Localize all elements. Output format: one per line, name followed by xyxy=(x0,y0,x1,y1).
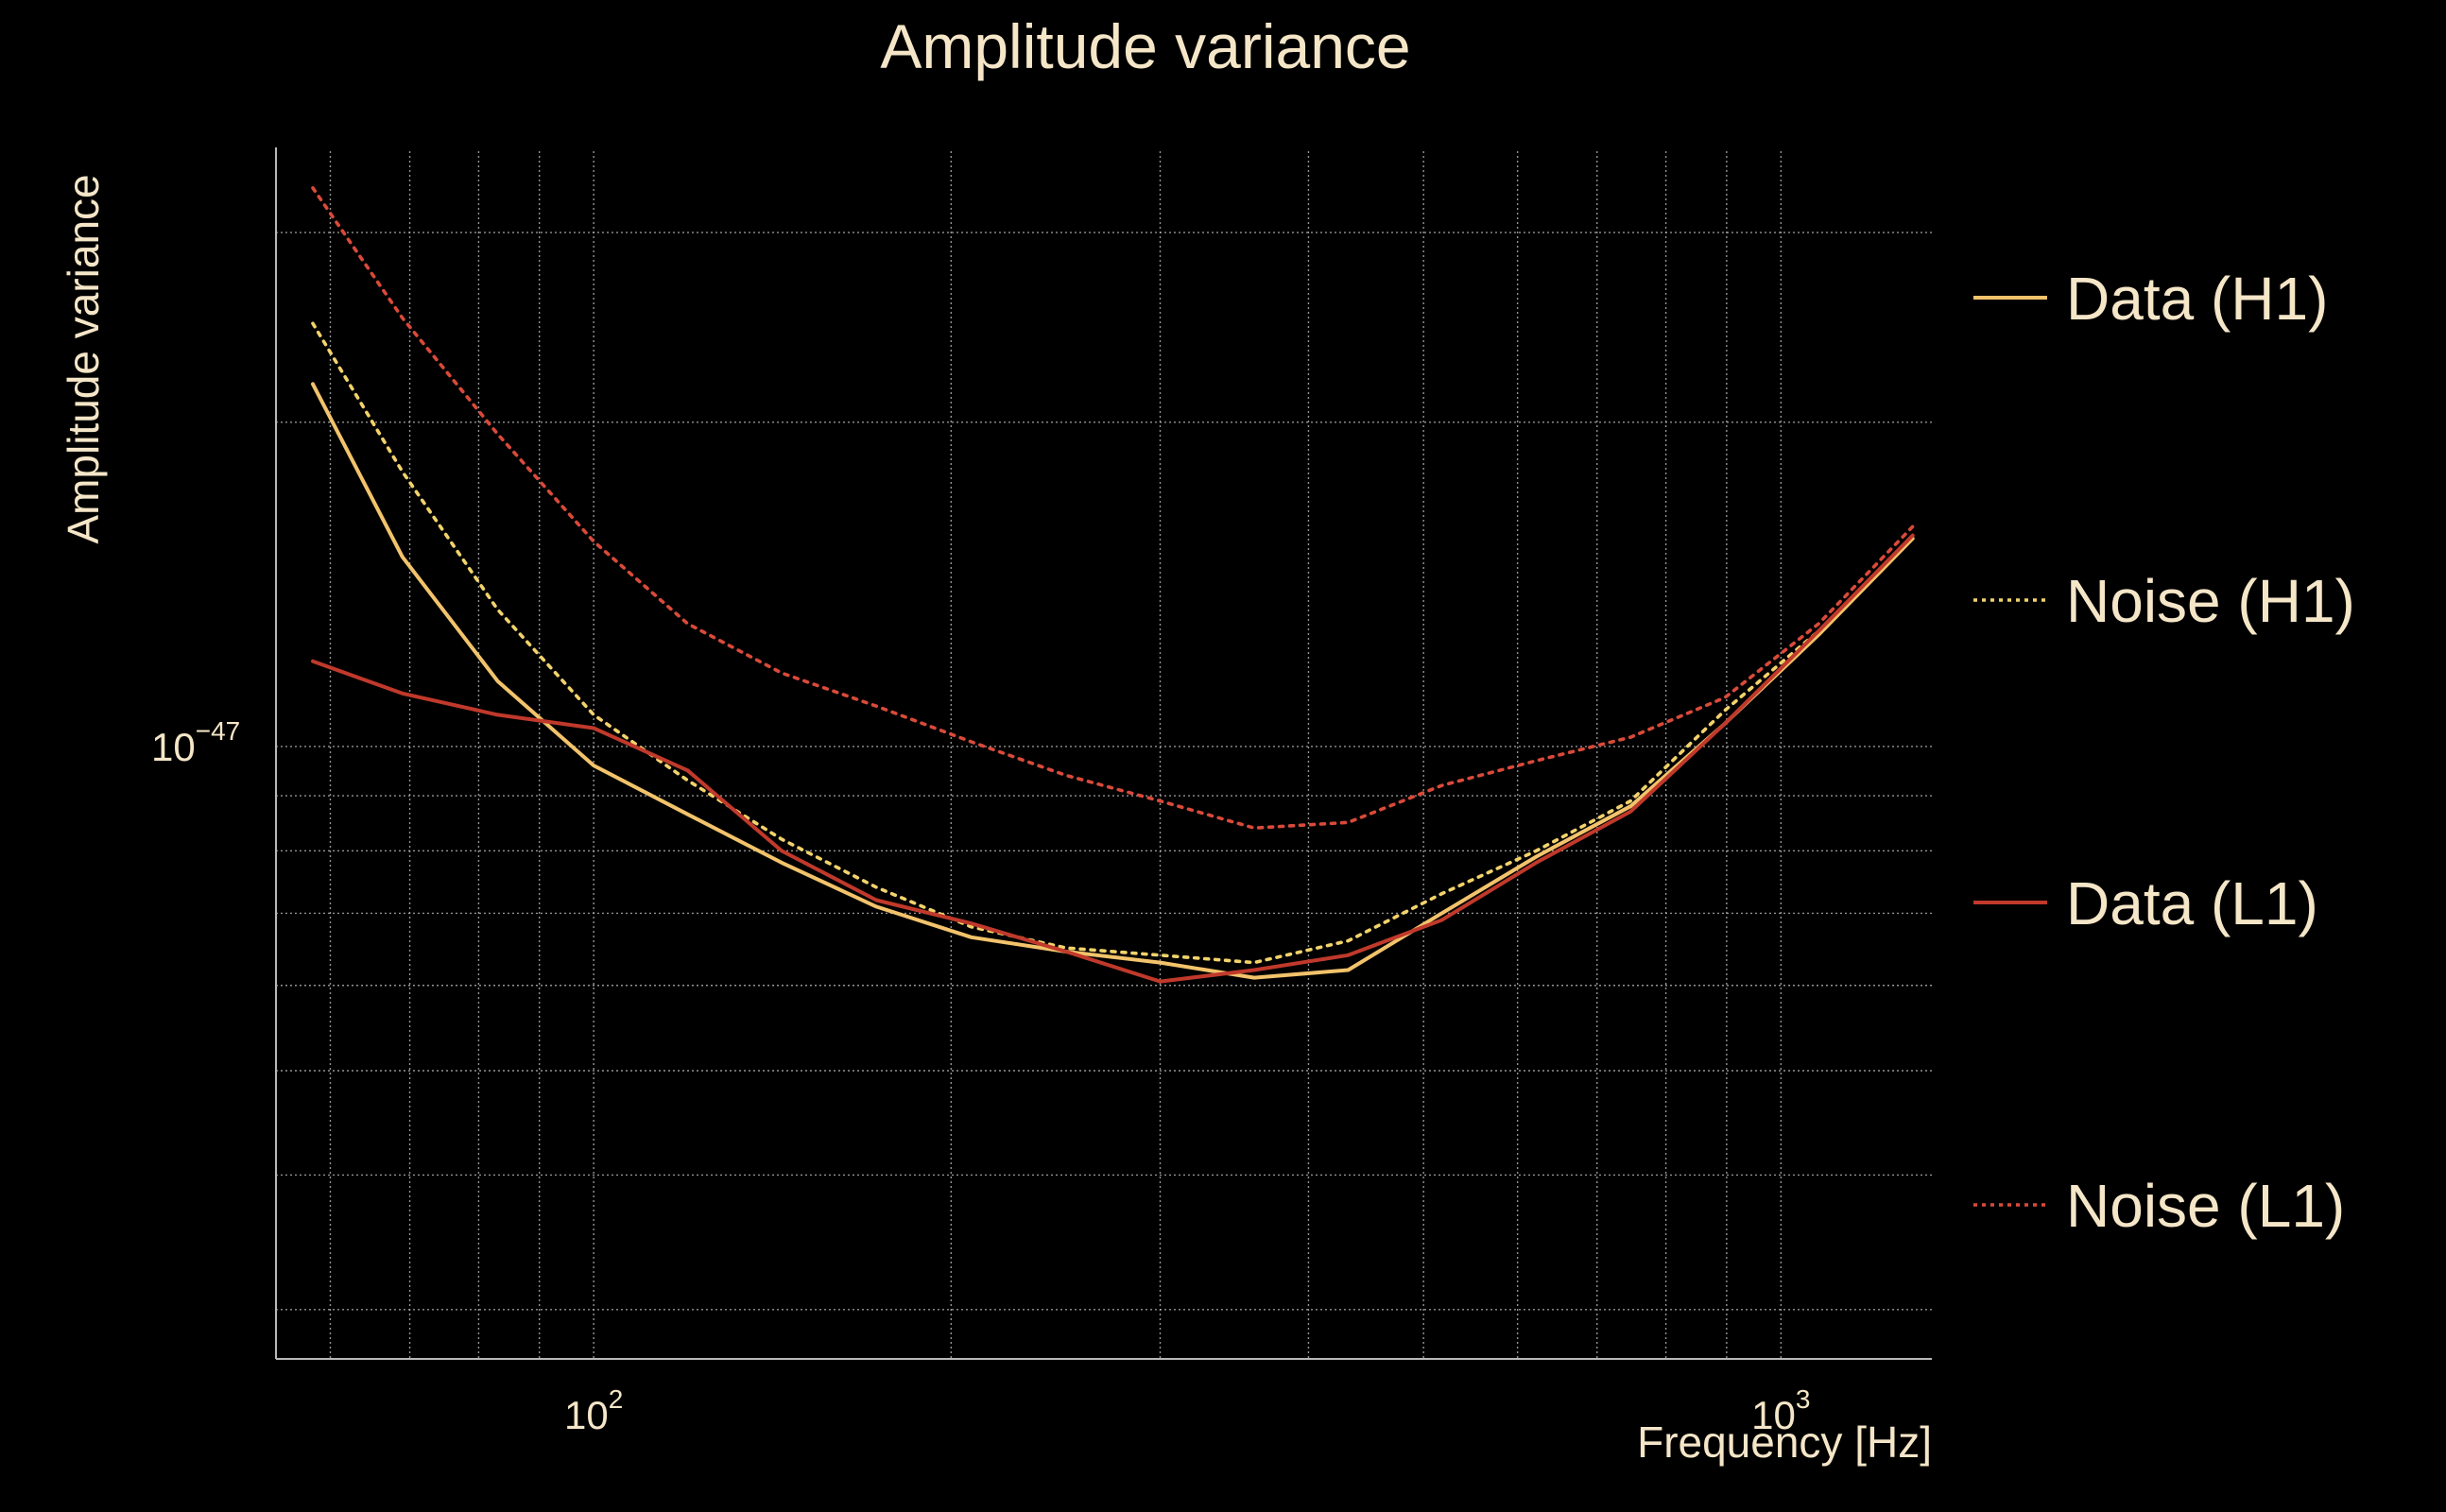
series-line-noise-h1 xyxy=(311,321,1915,965)
grid xyxy=(276,151,1932,1359)
series-line-data-h1 xyxy=(311,382,1915,980)
legend-label-data-h1: Data (H1) xyxy=(2066,265,2328,333)
legend: Data (H1) Noise (H1) Data (L1) Noise (L1) xyxy=(1973,265,2355,1240)
x-axis-label: Frequency [Hz] xyxy=(1637,1418,1932,1467)
chart-title: Amplitude variance xyxy=(880,11,1410,81)
axes: 102 103 10−47 xyxy=(151,147,1932,1437)
series-line-data-l1 xyxy=(311,533,1915,984)
legend-label-data-l1: Data (L1) xyxy=(2066,869,2318,937)
series-line-noise-l1 xyxy=(311,186,1915,831)
x-tick-label: 102 xyxy=(564,1384,623,1437)
y-tick-label: 10−47 xyxy=(151,716,240,769)
series-lines xyxy=(311,186,1915,984)
x-tick-label: 103 xyxy=(1751,1384,1810,1437)
y-axis-label: Amplitude variance xyxy=(59,174,108,543)
legend-label-noise-h1: Noise (H1) xyxy=(2066,567,2355,635)
legend-label-noise-l1: Noise (L1) xyxy=(2066,1172,2345,1240)
